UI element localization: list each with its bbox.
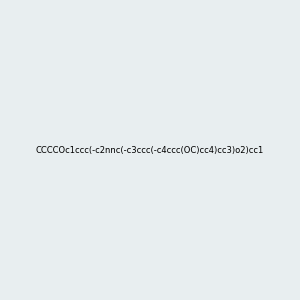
Text: CCCCOc1ccc(-c2nnc(-c3ccc(-c4ccc(OC)cc4)cc3)o2)cc1: CCCCOc1ccc(-c2nnc(-c3ccc(-c4ccc(OC)cc4)c… (36, 146, 264, 154)
